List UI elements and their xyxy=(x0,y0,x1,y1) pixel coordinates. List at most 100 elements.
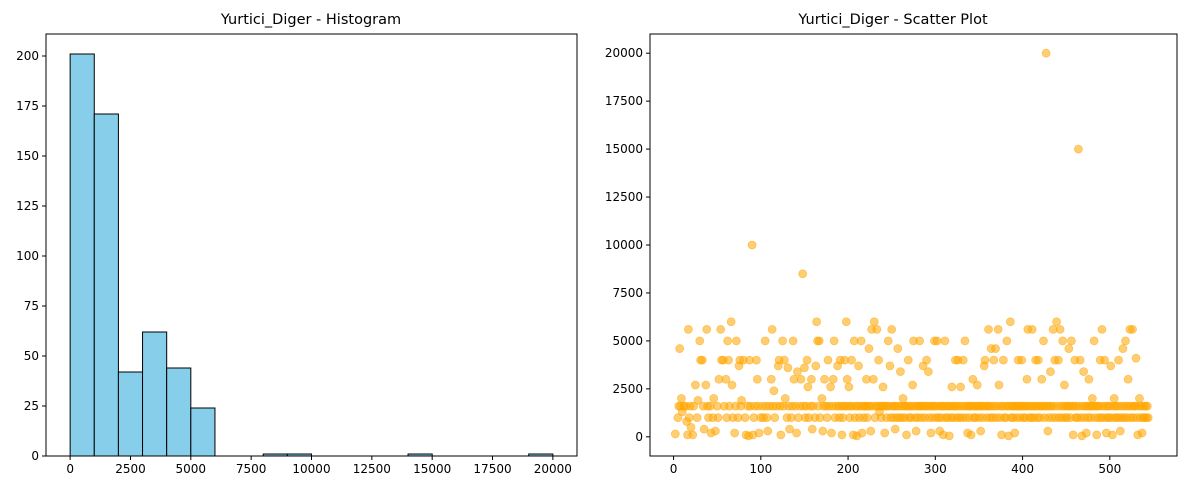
scatter-point xyxy=(903,355,913,365)
scatter-point xyxy=(802,355,812,365)
x-tick-label: 400 xyxy=(1011,462,1034,476)
x-tick-label: 10000 xyxy=(292,462,330,476)
scatter-point xyxy=(730,428,740,438)
scatter-point xyxy=(823,355,833,365)
y-tick-label: 0 xyxy=(635,430,643,444)
scatter-point xyxy=(754,428,764,438)
scatter-point xyxy=(711,426,720,436)
x-tick-label: 200 xyxy=(837,462,860,476)
scatter-point xyxy=(1097,324,1107,334)
scatter-point xyxy=(1109,394,1119,403)
x-tick-label: 17500 xyxy=(473,462,511,476)
scatter-point xyxy=(857,428,867,438)
scatter-point xyxy=(785,424,795,434)
scatter-point xyxy=(690,380,700,390)
scatter-point xyxy=(878,382,888,392)
scatter-point xyxy=(958,355,968,365)
scatter-point xyxy=(994,380,1004,390)
scatter-frame xyxy=(649,33,1178,457)
histogram-bar xyxy=(166,367,192,457)
scatter-point xyxy=(820,374,829,384)
scatter-point xyxy=(1087,394,1097,403)
scatter-point xyxy=(1037,374,1047,384)
scatter-point xyxy=(1022,374,1032,384)
scatter-point xyxy=(702,324,712,334)
histogram-y-axis: 0 25 50 75 100 125 150 175 200 xyxy=(16,49,46,463)
scatter-point xyxy=(693,395,703,405)
scatter-point xyxy=(966,430,976,440)
scatter-point xyxy=(677,394,686,403)
scatter-point xyxy=(984,324,993,334)
scatter-point xyxy=(826,382,836,392)
scatter-point xyxy=(864,344,874,353)
scatter-point xyxy=(1060,380,1069,390)
scatter-point xyxy=(844,382,854,392)
scatter-point xyxy=(868,374,878,384)
scatter-point xyxy=(1010,428,1020,438)
scatter-point xyxy=(1092,430,1102,440)
scatter-point xyxy=(1041,48,1051,58)
scatter-point xyxy=(675,344,685,353)
scatter-point xyxy=(788,336,798,346)
y-tick-label: 200 xyxy=(16,49,39,63)
scatter-point xyxy=(724,355,733,365)
scatter-point xyxy=(908,380,918,390)
scatter-point xyxy=(837,430,847,440)
scatter-point xyxy=(673,413,683,423)
scatter-point xyxy=(842,374,852,384)
scatter-y-axis: 0 2500 5000 7500 10000 12500 15000 17500 20000 xyxy=(605,46,650,444)
y-tick-label: 50 xyxy=(24,349,39,363)
x-tick-label: 500 xyxy=(1098,462,1121,476)
scatter-point xyxy=(670,429,680,439)
x-tick-label: 300 xyxy=(924,462,947,476)
scatter-point xyxy=(752,355,761,365)
scatter-point xyxy=(686,422,696,432)
y-tick-label: 125 xyxy=(16,199,39,213)
scatter-point xyxy=(727,380,737,390)
histogram-frame xyxy=(45,33,578,457)
scatter-point xyxy=(800,363,809,373)
histogram-x-axis: 0 2500 5000 7500 10000 12500 15000 17500 20000 xyxy=(66,456,572,476)
histogram-bar xyxy=(190,407,216,457)
scatter-point xyxy=(944,431,954,441)
scatter-point xyxy=(1068,430,1078,440)
x-tick-label: 7500 xyxy=(236,462,267,476)
scatter-point xyxy=(740,413,750,423)
scatter-point xyxy=(766,374,776,384)
scatter-point xyxy=(1074,144,1083,154)
x-tick-label: 5000 xyxy=(176,462,207,476)
y-tick-label: 10000 xyxy=(605,238,643,252)
scatter-point xyxy=(1081,428,1091,438)
scatter-point xyxy=(697,355,707,365)
y-tick-label: 7500 xyxy=(612,286,643,300)
scatter-point xyxy=(793,367,802,377)
scatter-point xyxy=(993,324,1003,334)
scatter-point xyxy=(1121,336,1130,346)
y-tick-label: 175 xyxy=(16,99,39,113)
scatter-point xyxy=(822,413,832,423)
scatter-point xyxy=(798,269,808,279)
scatter-point xyxy=(770,413,780,423)
histogram-bar xyxy=(142,331,168,457)
scatter-point xyxy=(926,428,936,438)
scatter-point xyxy=(940,336,950,346)
scatter-point xyxy=(817,394,827,403)
scatter-point xyxy=(854,361,863,371)
scatter-point xyxy=(847,355,856,365)
scatter-point xyxy=(1067,336,1076,346)
scatter-point xyxy=(866,426,876,436)
y-tick-label: 12500 xyxy=(605,190,643,204)
scatter-point xyxy=(812,317,822,327)
histogram-title: Yurtici_Diger - Histogram xyxy=(220,12,401,28)
scatter-point xyxy=(811,361,821,371)
x-tick-label: 0 xyxy=(670,462,678,476)
scatter-point xyxy=(932,336,942,346)
scatter-point xyxy=(818,426,828,436)
scatter-point xyxy=(1115,426,1125,436)
scatter-point xyxy=(721,374,731,384)
scatter-point xyxy=(747,240,757,250)
scatter-point xyxy=(1089,336,1099,346)
scatter-point xyxy=(972,380,982,390)
scatter-point xyxy=(767,324,777,334)
y-tick-label: 25 xyxy=(24,399,39,413)
